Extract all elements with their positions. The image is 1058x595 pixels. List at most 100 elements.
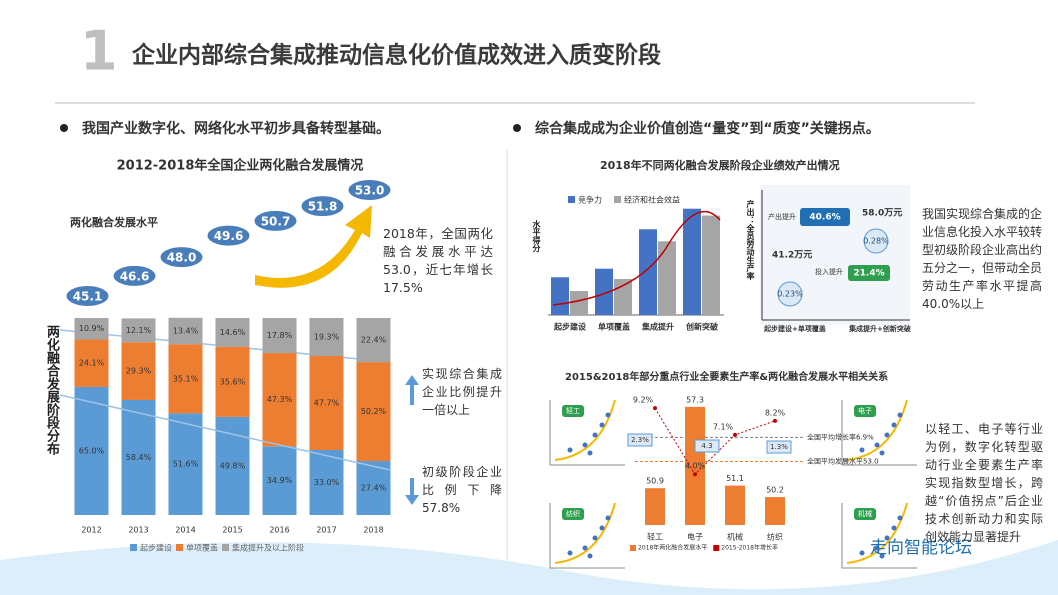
value-label: 47.7% — [314, 399, 340, 408]
growth-point — [693, 472, 697, 477]
bullet-text: 我国产业数字化、网络化水平初步具备转型基础。 — [82, 120, 390, 137]
growth-label: 8.2% — [765, 408, 786, 417]
value-label: 49.8% — [220, 461, 246, 470]
tag — [562, 405, 584, 417]
bar — [702, 215, 720, 315]
value-label: 24.1% — [79, 359, 105, 368]
dot — [605, 412, 611, 418]
x-tick-label: 2017 — [316, 526, 336, 535]
bar-segment — [262, 318, 297, 354]
bar-segment — [215, 416, 250, 515]
dot — [879, 553, 885, 559]
dot — [582, 442, 588, 448]
dot — [599, 525, 605, 531]
level-bubble — [64, 284, 111, 308]
value-label: 13.4% — [173, 327, 199, 336]
dot — [587, 553, 593, 559]
legend-label: 2015-2018年增长率 — [721, 544, 778, 552]
legend-swatch — [713, 545, 720, 551]
value-label: 47.3% — [267, 395, 293, 404]
annotation: 4.3 — [701, 442, 712, 450]
note: 我国实现综合集成的企业信息化投入水平较转型初级阶段企业高出约五分之一，但带动全员… — [922, 207, 1043, 311]
dot — [884, 432, 890, 438]
bar — [765, 497, 785, 525]
legend-label: 竞争力 — [578, 195, 602, 205]
badge — [800, 208, 850, 226]
bar — [595, 268, 613, 315]
bar-segment — [215, 346, 250, 417]
bar-segment — [309, 318, 344, 357]
tag — [854, 508, 876, 520]
value-label: 65.0% — [79, 446, 105, 455]
fit-curve — [554, 399, 616, 461]
level-label: 两化融合发展水平 — [70, 215, 158, 229]
note: 实现综合集成企业比例提升一倍以上 — [422, 367, 502, 417]
dot — [859, 550, 865, 556]
value-label: 50.2% — [361, 407, 387, 416]
value-label: 51.1 — [726, 474, 744, 483]
value-label: 19.3% — [314, 333, 340, 342]
trend — [59, 394, 391, 471]
chart-title: 2012-2018年全国企业两化融合发展情况 — [117, 158, 364, 174]
bullet — [513, 124, 521, 132]
bar — [645, 488, 665, 525]
bar — [683, 208, 701, 315]
bar-segment — [262, 353, 297, 447]
value-label: 34.9% — [267, 476, 293, 485]
badge — [777, 281, 803, 307]
dot — [879, 450, 885, 456]
dot — [891, 525, 897, 531]
panel-title: 纺织 — [566, 509, 580, 518]
bar-segment — [74, 339, 109, 387]
chart-title: 2015&2018年部分重点行业全要素生产率&两化融合发展水平相关关系 — [565, 370, 888, 383]
dot — [897, 412, 903, 418]
x-tick-label: 2012 — [81, 526, 101, 535]
annotation-box — [627, 433, 653, 447]
legend-swatch — [176, 544, 183, 551]
bullet-text: 综合集成成为企业价值创造“量变”到“质变”关键拐点。 — [535, 120, 880, 137]
dot — [567, 447, 573, 453]
legend-label: 经济和社会效益 — [624, 195, 680, 205]
y-axis-label: 水平得分 — [532, 220, 541, 252]
level-bubble — [252, 208, 299, 233]
note: 2018年，全国两化融合发展水平达53.0，近七年增长17.5% — [383, 226, 493, 295]
x-tick-label: 2015 — [222, 526, 242, 535]
bar-segment — [356, 318, 391, 363]
bar-segment — [215, 318, 250, 347]
growth-label: 9.2% — [633, 396, 654, 405]
level-bubble — [299, 194, 346, 219]
panel-title: 轻工 — [566, 406, 580, 415]
level-label: 48.0 — [167, 251, 197, 265]
value-label: 12.1% — [126, 326, 152, 335]
x-tick-label: 机械 — [727, 532, 743, 542]
bar — [685, 406, 705, 525]
curve — [552, 210, 721, 306]
badge-text: 0.28% — [863, 237, 889, 246]
value-label: 10.9% — [79, 324, 105, 333]
dot — [567, 550, 573, 556]
bar — [725, 485, 745, 525]
dot — [874, 442, 880, 448]
badge — [848, 265, 890, 281]
value-label: 22.4% — [361, 336, 387, 345]
x-tick-label: 纺织 — [767, 532, 783, 542]
note: 以轻工、电子等行业为例，数字化转型驱动行业全要素生产率实现指数型增长，跨越“价值… — [925, 422, 1043, 544]
arrow-up — [405, 375, 419, 405]
stage: 集成提升+创新突破 — [848, 324, 911, 333]
note: 初级阶段企业比例下降57.8% — [422, 465, 502, 515]
badge-text: 40.6% — [809, 213, 840, 223]
bar-segment — [168, 344, 203, 414]
bar-segment — [168, 413, 203, 515]
panel-title: 电子 — [858, 406, 872, 415]
bar — [551, 277, 569, 315]
legend-swatch — [614, 196, 621, 203]
bar-segment — [121, 342, 156, 400]
value: 58.0万元 — [862, 208, 902, 219]
legend-swatch — [630, 545, 636, 551]
value-label: 57.3 — [686, 395, 704, 404]
dot — [891, 422, 897, 428]
section-number: 1 — [80, 20, 118, 83]
